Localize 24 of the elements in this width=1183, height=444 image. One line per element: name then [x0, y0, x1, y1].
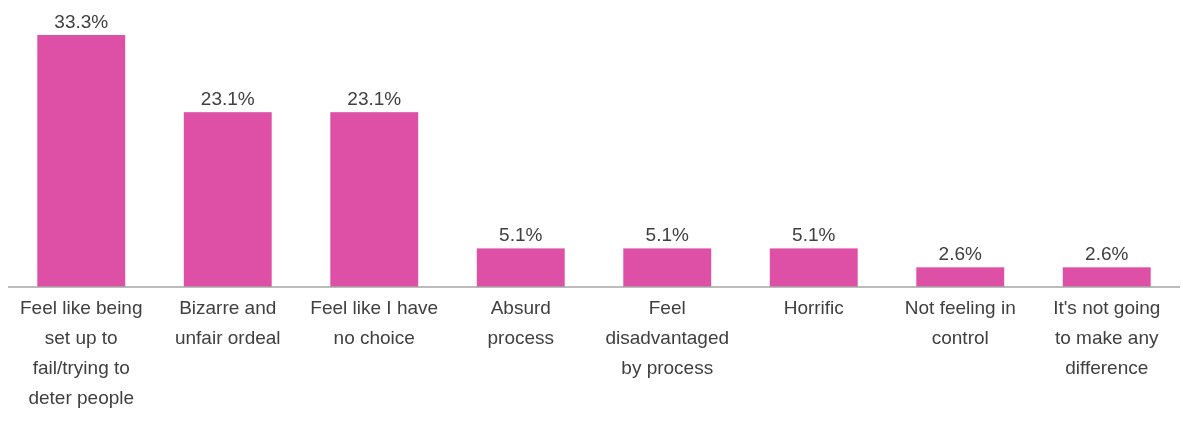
data-label: 5.1% — [792, 224, 836, 246]
x-tick-label: Absurd process — [487, 297, 555, 348]
x-tick-label: It's not going to make any difference — [1053, 297, 1161, 378]
bar — [623, 248, 712, 287]
data-label: 33.3% — [54, 11, 109, 32]
data-label: 2.6% — [1085, 243, 1129, 265]
bar — [330, 112, 419, 287]
data-label: 23.1% — [200, 88, 255, 110]
x-tick-label: Feel like I have no choice — [310, 297, 439, 348]
data-label: 23.1% — [347, 88, 402, 110]
data-label: 2.6% — [938, 243, 983, 265]
data-label: 5.1% — [645, 224, 690, 246]
x-tick-label: Feel disadvantaged by process — [605, 297, 730, 378]
x-tick-label: Feel like being set up to fail/trying to deter people — [19, 297, 143, 408]
bar — [476, 248, 565, 287]
bar — [37, 35, 126, 287]
x-tick-label: Bizarre and unfair ordeal — [174, 297, 281, 348]
bar — [916, 267, 1005, 287]
x-tick-label: Horrific — [783, 297, 844, 318]
data-label: 5.1% — [499, 224, 543, 246]
bar — [769, 248, 858, 287]
x-tick-label: Not feeling in control — [904, 297, 1016, 348]
bar — [183, 112, 272, 287]
bar — [1062, 267, 1151, 287]
